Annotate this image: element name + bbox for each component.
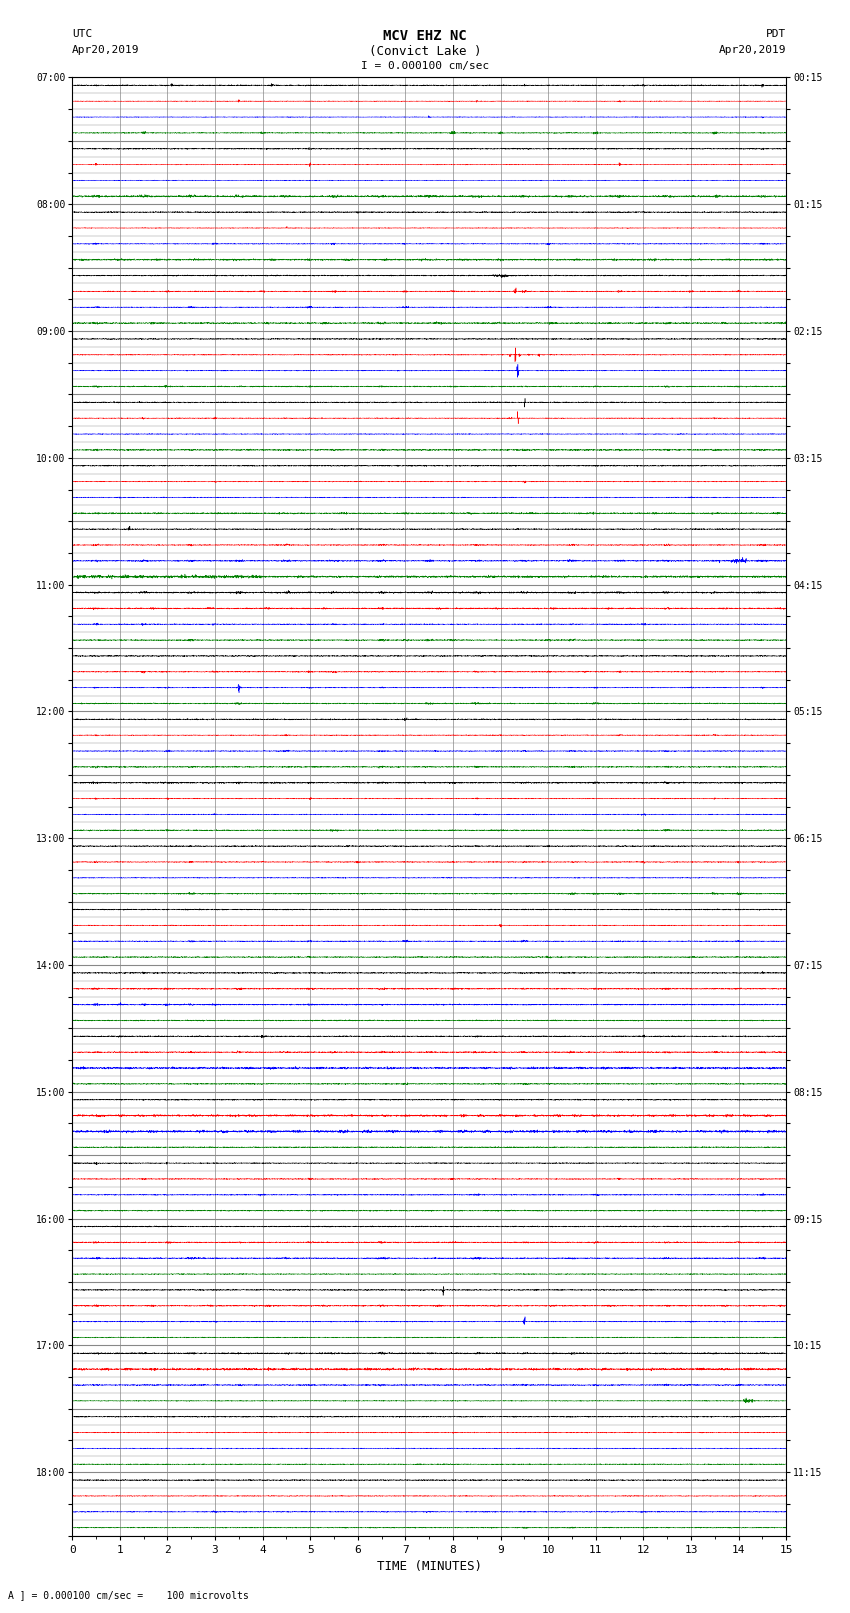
Text: MCV EHZ NC: MCV EHZ NC — [383, 29, 467, 44]
Text: Apr20,2019: Apr20,2019 — [72, 45, 139, 55]
X-axis label: TIME (MINUTES): TIME (MINUTES) — [377, 1560, 482, 1573]
Text: I = 0.000100 cm/sec: I = 0.000100 cm/sec — [361, 61, 489, 71]
Text: (Convict Lake ): (Convict Lake ) — [369, 45, 481, 58]
Text: UTC: UTC — [72, 29, 93, 39]
Text: A ] = 0.000100 cm/sec =    100 microvolts: A ] = 0.000100 cm/sec = 100 microvolts — [8, 1590, 249, 1600]
Text: PDT: PDT — [766, 29, 786, 39]
Text: Apr20,2019: Apr20,2019 — [719, 45, 786, 55]
